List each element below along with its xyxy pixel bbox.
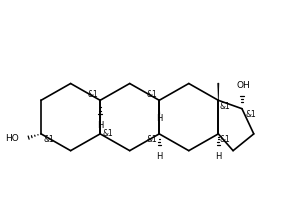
Text: &1: &1	[147, 135, 158, 145]
Polygon shape	[159, 100, 160, 114]
Text: H: H	[215, 152, 222, 161]
Text: &1: &1	[44, 135, 54, 145]
Text: &1: &1	[220, 102, 231, 111]
Text: H: H	[97, 121, 103, 130]
Text: OH: OH	[237, 81, 250, 90]
Polygon shape	[218, 83, 219, 100]
Text: &1: &1	[147, 90, 158, 99]
Text: H: H	[156, 152, 162, 161]
Text: &1: &1	[88, 90, 99, 99]
Text: H: H	[156, 114, 162, 123]
Text: HO: HO	[5, 134, 19, 143]
Text: &1: &1	[103, 129, 113, 138]
Text: &1: &1	[246, 110, 257, 119]
Polygon shape	[100, 117, 101, 134]
Text: &1: &1	[220, 135, 231, 145]
